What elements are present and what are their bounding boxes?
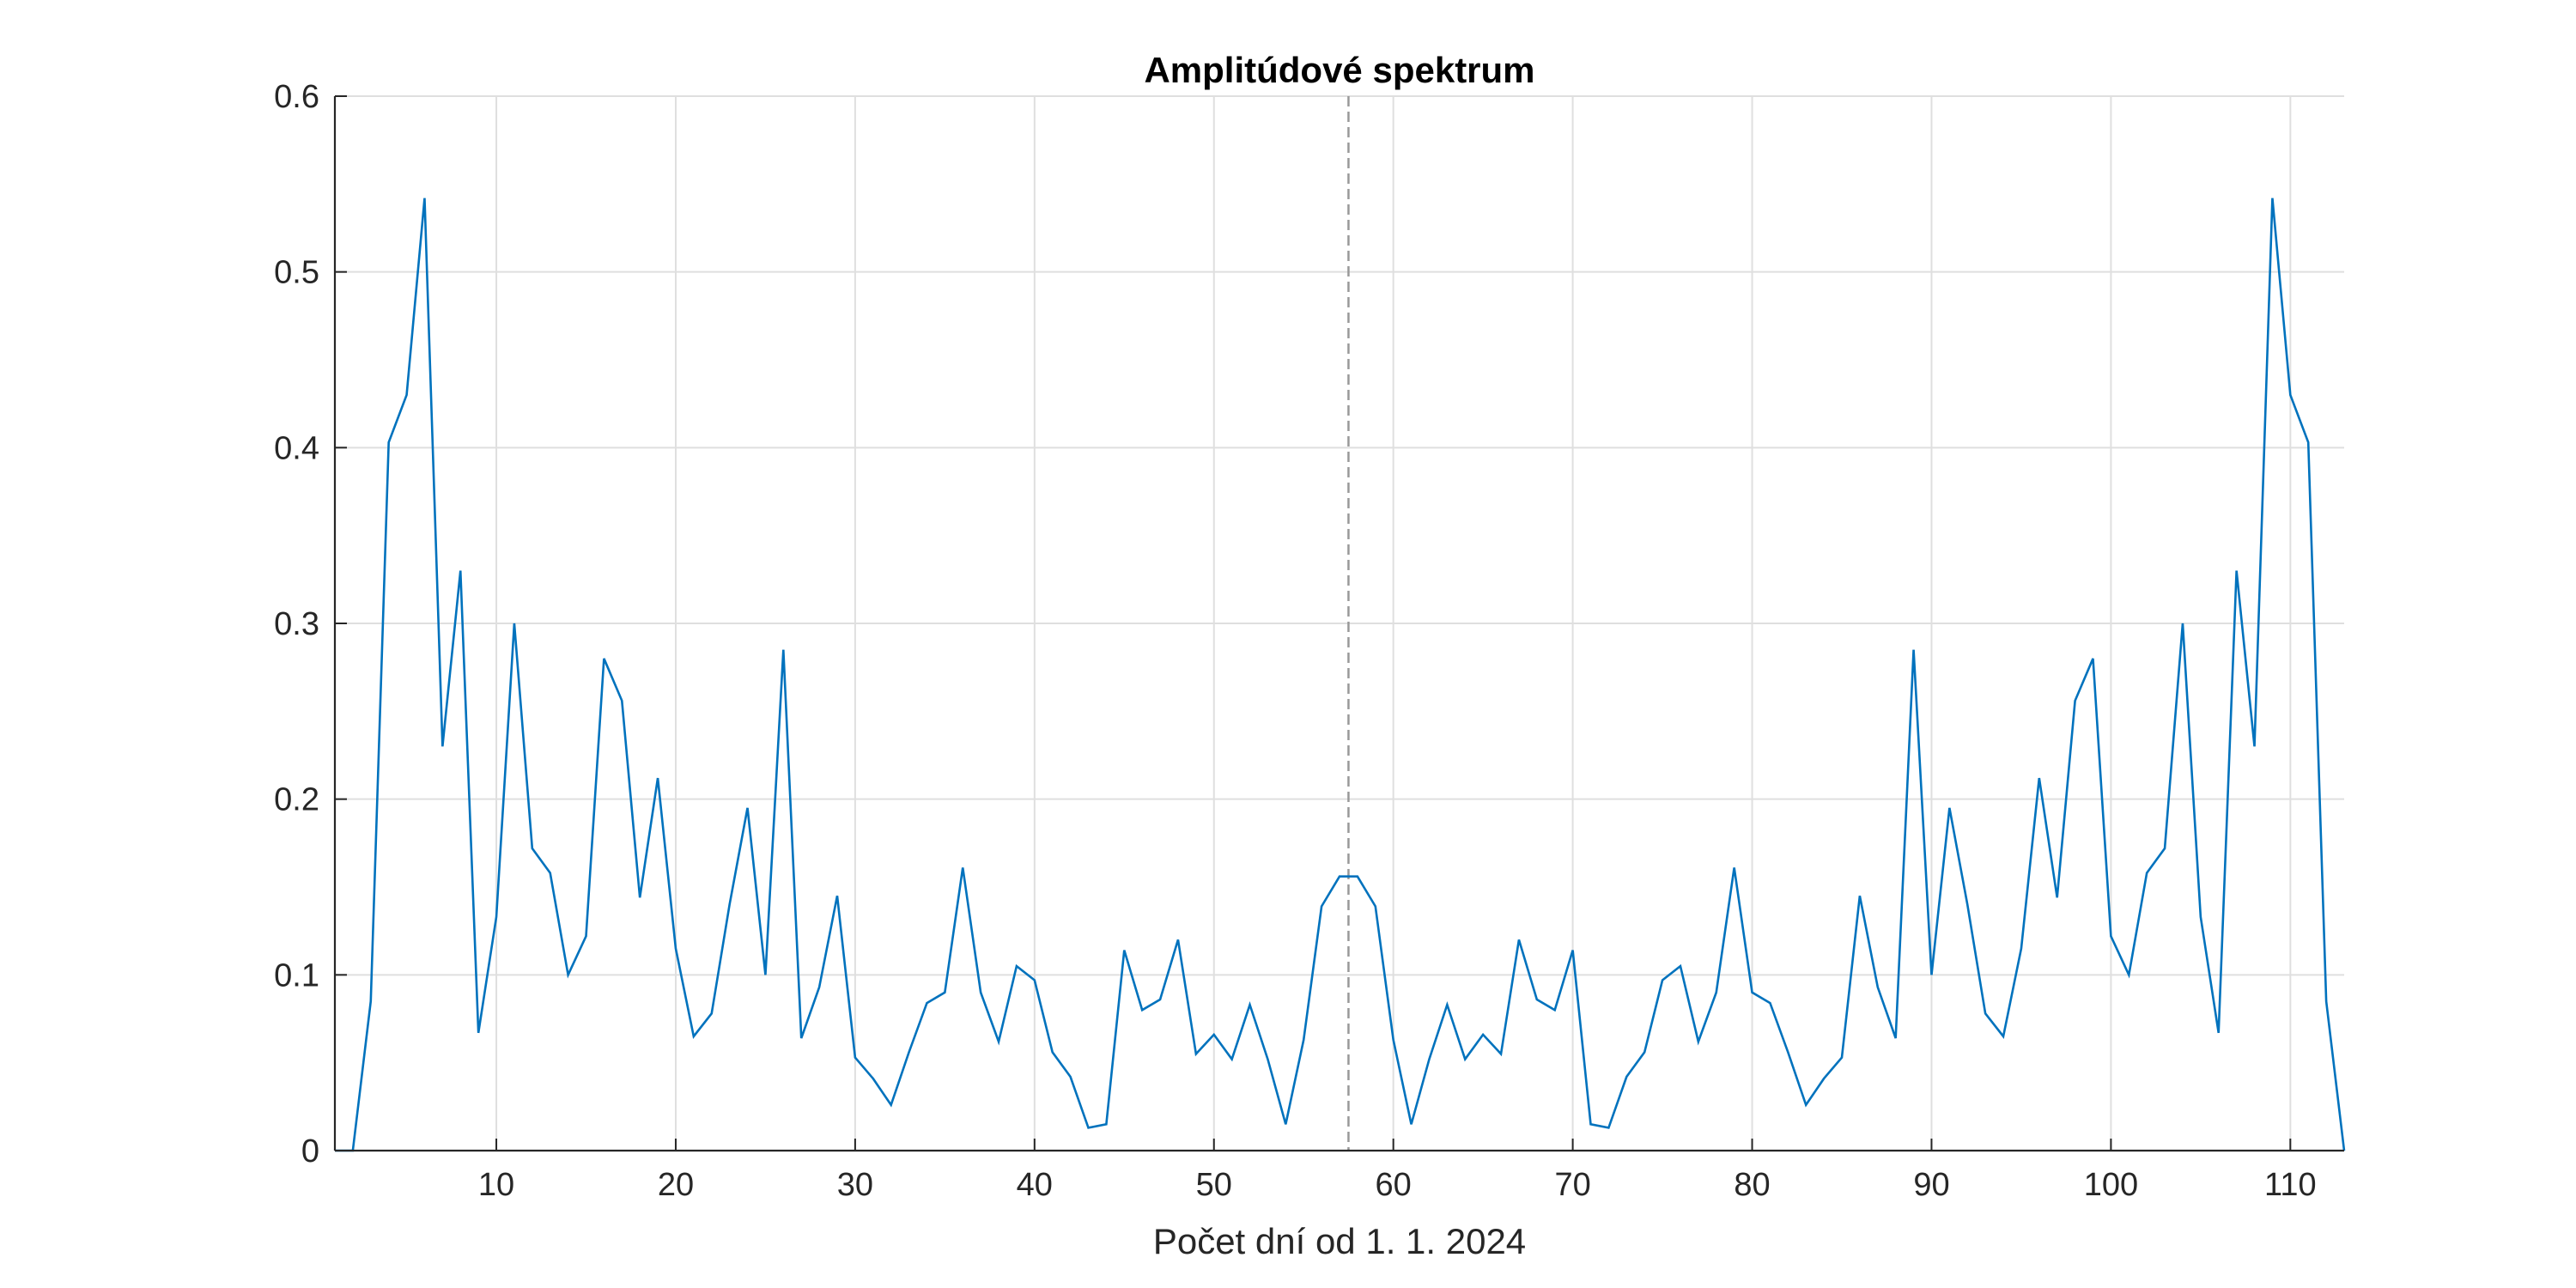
x-tick-label: 110: [2264, 1167, 2317, 1203]
axes: [333, 95, 2344, 1152]
x-tick-label: 80: [1734, 1167, 1770, 1203]
tick-labels: 10 20 30 40 50 60 70 80 90 100 110 0 0.1 0.2 0.3 0.4 0.5…: [274, 79, 2316, 1203]
x-tick-label: 50: [1196, 1167, 1232, 1203]
y-tick-label: 0.3: [274, 606, 319, 642]
x-tick-label: 30: [837, 1167, 873, 1203]
x-tick-label: 70: [1554, 1167, 1590, 1203]
x-tick-label: 10: [478, 1167, 514, 1203]
x-tick-label: 90: [1913, 1167, 1949, 1203]
chart-title: Amplitúdové spektrum: [1144, 50, 1534, 90]
x-axis-title: Počet dní od 1. 1. 2024: [1153, 1221, 1526, 1261]
x-tick-label: 20: [658, 1167, 694, 1203]
x-tick-label: 60: [1376, 1167, 1412, 1203]
y-tick-label: 0.4: [274, 430, 319, 466]
x-tick-label: 40: [1017, 1167, 1053, 1203]
y-tick-label: 0.1: [274, 957, 319, 993]
data-series: [335, 197, 2346, 1152]
y-tick-label: 0.2: [274, 782, 319, 818]
y-tick-label: 0.5: [274, 255, 319, 291]
y-tick-label: 0.6: [274, 79, 319, 115]
y-tick-label: 0: [301, 1133, 319, 1170]
x-tick-label: 100: [2084, 1167, 2138, 1203]
series-line: [335, 197, 2346, 1152]
